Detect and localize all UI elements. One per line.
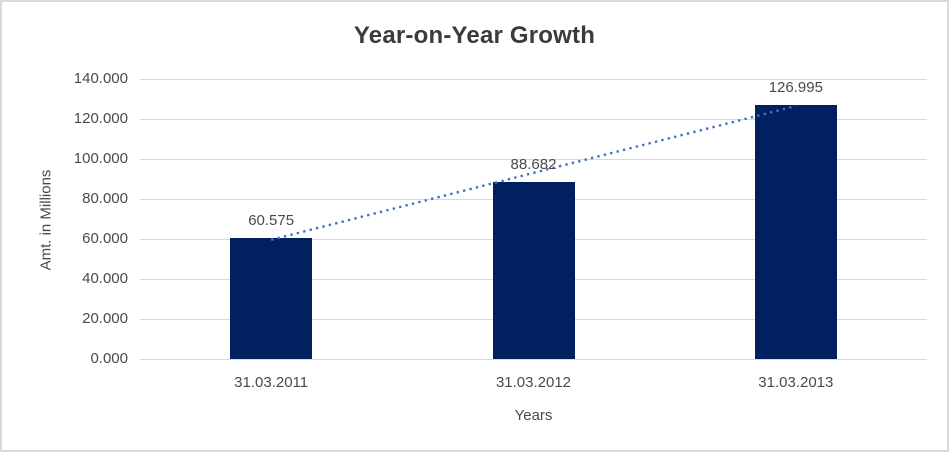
chart-title: Year-on-Year Growth	[353, 22, 596, 49]
y-tick-label: 40.000	[82, 270, 128, 287]
gridline	[140, 159, 927, 160]
plot-area: 60.575 88.682 126.995	[140, 79, 927, 360]
gridline	[140, 359, 927, 360]
y-tick-label: 0.000	[90, 350, 128, 367]
bar	[230, 237, 313, 359]
y-tick-label: 60.000	[82, 230, 128, 247]
gridline	[140, 79, 927, 80]
gridline	[140, 119, 927, 120]
x-tick-label: 31.03.2011	[234, 374, 309, 391]
trendline	[270, 104, 797, 242]
y-axis-title: Amt. in Millions	[37, 169, 55, 271]
y-tick-label: 140.000	[73, 70, 128, 87]
y-tick-label: 100.000	[73, 150, 128, 167]
data-label: 88.682	[510, 155, 557, 173]
x-axis-title: Years	[514, 407, 553, 424]
x-tick-label: 31.03.2012	[495, 374, 572, 391]
data-label: 126.995	[768, 79, 823, 96]
y-tick-label: 20.000	[82, 310, 128, 327]
y-tick-label: 120.000	[73, 110, 128, 127]
bar	[754, 105, 837, 359]
data-label: 60.575	[248, 211, 295, 229]
bar	[492, 181, 575, 359]
y-tick-label: 80.000	[82, 190, 128, 207]
x-tick-label: 31.03.2013	[758, 374, 834, 391]
